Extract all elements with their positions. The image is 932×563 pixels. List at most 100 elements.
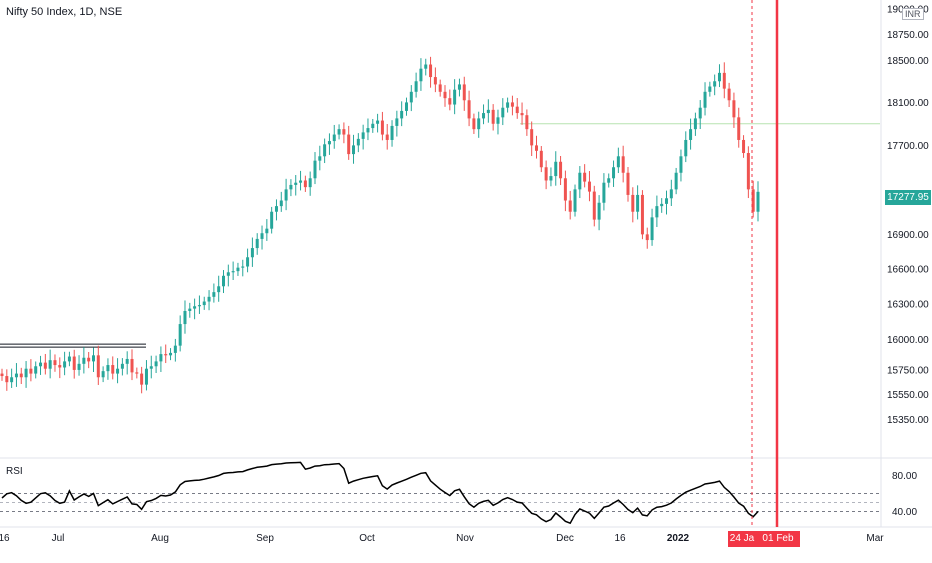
candle-body bbox=[347, 134, 351, 155]
candle-body bbox=[549, 176, 553, 181]
time-tick-label: Dec bbox=[556, 533, 574, 544]
candle-body bbox=[178, 324, 182, 346]
candle-body bbox=[299, 180, 303, 183]
candle-body bbox=[477, 118, 481, 130]
candle-body bbox=[443, 91, 447, 99]
candle-body bbox=[717, 72, 721, 82]
candle-body bbox=[612, 167, 616, 179]
rsi-tick-label: 40.00 bbox=[892, 507, 917, 518]
candle-body bbox=[366, 128, 370, 133]
marker-date-tag-1: 24 Ja bbox=[728, 531, 756, 547]
candle-body bbox=[727, 88, 731, 101]
candle-body bbox=[19, 373, 23, 378]
candle-body bbox=[597, 202, 601, 220]
candle-body bbox=[154, 361, 158, 367]
candle-body bbox=[212, 292, 216, 297]
candle-body bbox=[554, 161, 558, 177]
candle-body bbox=[164, 354, 168, 356]
candle-body bbox=[544, 167, 548, 181]
price-tick-label: 16600.00 bbox=[887, 264, 929, 275]
candle-body bbox=[453, 89, 457, 105]
candle-body bbox=[640, 194, 644, 235]
candle-body bbox=[289, 184, 293, 190]
candle-body bbox=[284, 189, 288, 201]
time-tick-label: Aug bbox=[151, 533, 169, 544]
candle-body bbox=[607, 178, 611, 183]
candle-body bbox=[501, 107, 505, 118]
chart-canvas[interactable]: 15350.00 15550.00 15750.00 16000.00 16300.00… bbox=[0, 0, 932, 550]
candle-body bbox=[693, 118, 697, 130]
price-tick-label: 15350.00 bbox=[887, 415, 929, 426]
candle-body bbox=[520, 113, 524, 116]
candle-body bbox=[650, 217, 654, 241]
candle-body bbox=[472, 118, 476, 130]
candle-body bbox=[713, 81, 717, 87]
axes: 15350.00 15550.00 15750.00 16000.00 16300.00… bbox=[0, 5, 929, 544]
candle-body bbox=[496, 117, 500, 124]
price-tick-label: 16000.00 bbox=[887, 335, 929, 346]
candle-body bbox=[101, 371, 105, 378]
candle-body bbox=[698, 107, 702, 119]
date-markers bbox=[751, 0, 779, 527]
time-tick-label: Jul bbox=[52, 533, 65, 544]
candle-body bbox=[390, 125, 394, 140]
candle-body bbox=[255, 238, 259, 249]
candle-body bbox=[626, 172, 630, 195]
candle-body bbox=[231, 271, 235, 273]
candle-body bbox=[327, 141, 331, 145]
candle-body bbox=[226, 272, 230, 276]
candle-body bbox=[222, 275, 226, 287]
candle-body bbox=[96, 355, 100, 378]
rsi-line bbox=[1, 461, 759, 525]
candle-body bbox=[39, 362, 43, 367]
candle-body bbox=[10, 377, 14, 383]
candle-body bbox=[515, 106, 519, 114]
candle-body bbox=[563, 178, 567, 201]
candle-body bbox=[241, 266, 245, 268]
candlestick-series bbox=[0, 56, 760, 394]
candle-body bbox=[457, 84, 461, 90]
candle-body bbox=[660, 203, 664, 207]
candle-body bbox=[265, 228, 269, 234]
candle-body bbox=[130, 358, 134, 373]
candle-body bbox=[140, 373, 144, 385]
chart-title: Nifty 50 Index, 1D, NSE bbox=[6, 6, 123, 18]
candle-body bbox=[645, 234, 649, 241]
candle-body bbox=[14, 373, 18, 378]
price-tick-label: 16900.00 bbox=[887, 230, 929, 241]
candle-body bbox=[578, 172, 582, 190]
rsi-pane bbox=[0, 461, 880, 525]
candle-body bbox=[414, 81, 418, 92]
candle-body bbox=[631, 194, 635, 212]
candle-body bbox=[510, 102, 514, 107]
candle-body bbox=[332, 134, 336, 142]
candle-body bbox=[756, 191, 760, 212]
price-tick-label: 18100.00 bbox=[887, 98, 929, 109]
candle-body bbox=[144, 368, 148, 385]
time-tick-label: 16 bbox=[0, 533, 10, 544]
price-tick-label: 18500.00 bbox=[887, 56, 929, 67]
candle-body bbox=[602, 182, 606, 203]
candle-body bbox=[58, 365, 62, 368]
candle-body bbox=[149, 366, 153, 369]
candle-body bbox=[183, 310, 187, 325]
candle-body bbox=[308, 178, 312, 188]
candle-body bbox=[419, 68, 423, 82]
candle-body bbox=[568, 200, 572, 212]
candle-body bbox=[486, 109, 490, 114]
candle-body bbox=[665, 198, 669, 204]
candle-body bbox=[539, 150, 543, 168]
candle-body bbox=[669, 189, 673, 199]
time-tick-label: Sep bbox=[256, 533, 274, 544]
candle-body bbox=[352, 145, 356, 155]
candle-body bbox=[279, 200, 283, 207]
candle-body bbox=[82, 357, 86, 364]
candle-body bbox=[534, 145, 538, 151]
candle-body bbox=[679, 156, 683, 173]
candle-body bbox=[616, 156, 620, 168]
candle-body bbox=[433, 77, 437, 85]
rsi-pane-label: RSI bbox=[6, 466, 23, 477]
candle-body bbox=[313, 160, 317, 179]
candle-body bbox=[424, 64, 428, 69]
candle-body bbox=[106, 365, 110, 372]
